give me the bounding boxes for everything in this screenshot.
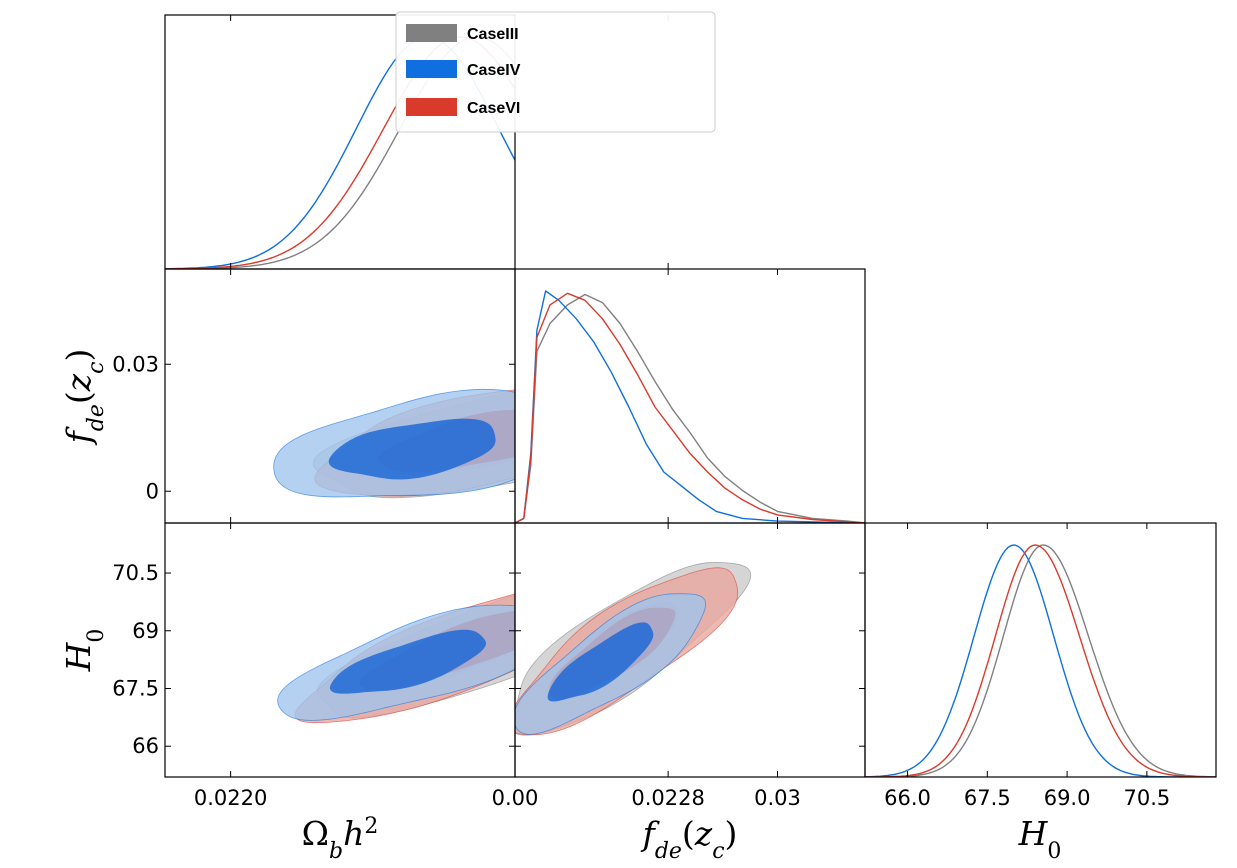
x-axis-title-h0-part: 0 [1047,839,1061,864]
x-axis-title-fde: fde(zc) [640,814,738,864]
x-axis-title-fde-part: c [712,839,724,864]
legend-swatch-casevi [406,98,457,116]
h0-1d-casevi-line [865,544,1216,777]
x-tick-label-fde-0: 0.00 [492,786,539,810]
legend-label-caseiv: CaseIV [467,62,521,79]
panel-fde-1d-frame [514,268,866,524]
x-axis-title-omegabh2: Ωbh2 [302,814,379,864]
y-axis-title-h0-part: H [59,641,98,672]
x-axis-title-omegabh2-part: h [343,814,364,853]
x-tick-label-omegabh2-0: 0.0220 [194,786,267,810]
x-axis-title-omegabh2-part: Ω [302,814,329,853]
x-axis-title-h0-part: H [1018,814,1049,853]
h0-1d-caseiv-line [865,544,1216,777]
y-axis-title-h0-part: 0 [84,629,109,643]
x-axis-title-omegabh2-part: b [329,839,343,864]
legend: CaseIII CaseIV CaseVI [395,11,716,133]
x-axis-title-omegabh2-part: 2 [364,814,378,839]
y-axis-title-fde-part: ) [59,349,98,362]
x-tick-label-H0-2: 69.0 [1044,786,1091,810]
x-tick-label-fde-1: 0.03 [754,786,801,810]
x-tick-label-omegabh2-1: 0.0228 [631,786,704,810]
x-axis-title-fde-part: de [655,839,682,864]
x-axis-title-fde-part: ( [682,814,695,853]
legend-label-casevi: CaseVI [467,100,520,117]
y-axis-title-fde: fde(zc) [59,349,109,447]
x-tick-label-H0-3: 70.5 [1123,786,1170,810]
panel-h0-vs-omegabh2-content [277,593,515,724]
y-tick-label-H0-1: 67.5 [112,676,159,700]
y-axis-title-h0: H0 [59,629,109,673]
legend-swatch-caseiii [406,24,457,42]
fde-1d-caseiii-line [515,293,865,523]
legend-box [395,11,716,133]
legend-swatch-caseiv [406,60,457,78]
panel-fde-vs-omegabh2-content [273,388,515,499]
panel-h0-1d-content [865,544,1216,777]
h0-1d-caseiii-line [865,544,1216,777]
x-axis-title-fde-part: ) [725,814,738,853]
x-tick-label-H0-0: 66.0 [884,786,931,810]
x-tick-label-H0-1: 67.5 [964,786,1011,810]
panel-h0-vs-fde-content [515,561,752,736]
h0-vs-omegabh2-caseiv-68-contour [329,629,486,694]
y-tick-label-H0-0: 66 [132,734,159,758]
y-axis-title-fde-part: de [84,404,109,431]
y-axis-title-fde-part: c [84,361,109,373]
legend-label-caseiii: CaseIII [467,26,519,43]
h0-vs-fde-caseiv-68-contour [547,622,654,702]
y-tick-label-fde-0: 0 [146,479,159,503]
y-tick-label-H0-3: 70.5 [112,561,159,585]
panel-h0-1d-frame [864,522,1217,778]
y-tick-label-fde-1: 0.03 [112,352,159,376]
fde-1d-caseiv-line [515,290,865,523]
fde-1d-casevi-line [515,292,865,523]
y-axis-title-fde-part: ( [59,391,98,404]
x-axis-title-h0: H0 [1018,814,1062,864]
x-axis-title-fde-part: z [694,814,713,853]
y-tick-label-H0-2: 69 [132,619,159,643]
fde-vs-omegabh2-caseiv-68-contour [328,418,496,480]
y-axis-title-fde-part: z [59,373,98,392]
panel-fde-1d-content [515,290,865,523]
